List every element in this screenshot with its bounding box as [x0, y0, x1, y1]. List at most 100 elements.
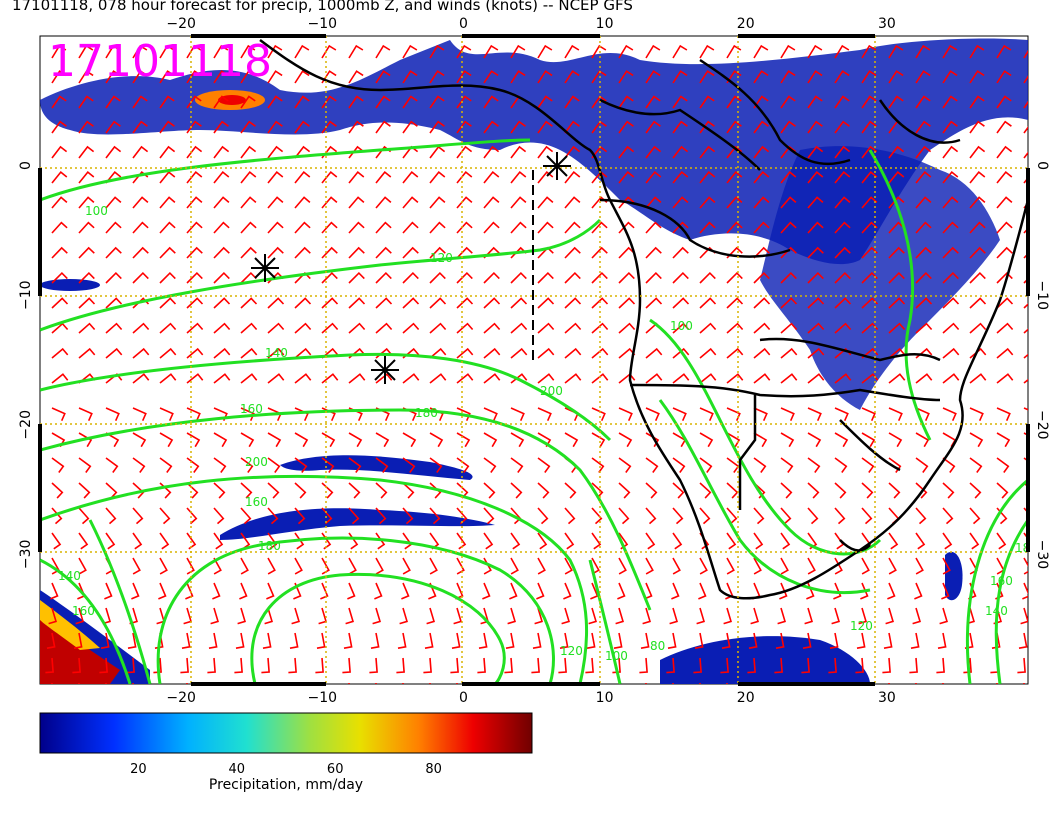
wind-barb — [942, 682, 944, 684]
wind-barb — [185, 582, 194, 600]
wind-barb — [672, 407, 687, 422]
wind-barb — [159, 297, 177, 309]
wind-barb — [105, 482, 118, 499]
wind-barb — [831, 607, 840, 625]
wind-barb — [969, 44, 985, 59]
wind-barb — [807, 246, 824, 259]
wind-barb — [342, 657, 351, 674]
wind-barb — [213, 95, 229, 109]
contour-label: 140 — [58, 569, 81, 583]
wind-barb — [969, 145, 986, 159]
wind-barb — [159, 120, 175, 134]
wind-barb — [315, 657, 324, 674]
wind-barb — [321, 246, 338, 259]
wind-barb — [645, 95, 661, 109]
wind-barb — [321, 373, 339, 384]
wind-barb — [807, 145, 824, 159]
wind-barb — [564, 507, 576, 525]
wind-barb — [591, 507, 603, 525]
wind-barb — [213, 532, 224, 550]
wind-barb — [991, 632, 1001, 649]
wind-barb — [834, 432, 849, 448]
wind-barb — [726, 532, 737, 550]
wind-barb — [424, 632, 434, 649]
wind-barb — [969, 407, 984, 422]
wind-barb — [996, 347, 1014, 359]
wind-barb — [807, 347, 825, 359]
wind-barb — [699, 196, 716, 209]
wind-barb — [240, 120, 256, 134]
contour-labels: 100 120 140 160 180 200 160 180 200 140 160 120 100 8… — [58, 204, 1028, 663]
wind-barb — [132, 120, 148, 134]
wind-barb — [213, 170, 230, 184]
wind-barb — [537, 407, 552, 422]
lon-tick-label: 20 — [737, 690, 755, 706]
wind-barb — [348, 297, 366, 309]
wind-barb — [213, 120, 229, 134]
wind-barb — [672, 297, 690, 309]
wind-barb — [564, 246, 581, 259]
wind-barb — [942, 271, 959, 284]
wind-barb — [672, 482, 685, 499]
wind-barb — [699, 271, 716, 284]
marker-2 — [371, 356, 399, 384]
wind-barb — [996, 95, 1012, 109]
wind-barb — [699, 347, 717, 359]
colorbar — [39, 712, 533, 754]
wind-barb — [78, 432, 93, 448]
wind-barb — [402, 297, 420, 309]
wind-barb — [186, 347, 204, 359]
wind-barb — [672, 145, 689, 159]
wind-barb — [504, 657, 513, 674]
wind-barb — [910, 632, 920, 649]
wind-barb — [456, 457, 470, 473]
wind-barb — [348, 44, 364, 59]
wind-barb — [915, 221, 932, 234]
wind-barb — [780, 221, 797, 234]
wind-barb — [861, 457, 875, 473]
wind-barb — [267, 95, 283, 109]
wind-barb — [267, 373, 285, 384]
contour-label: 180 — [415, 406, 438, 420]
wind-barb — [105, 407, 120, 422]
wind-barb — [78, 70, 94, 84]
wind-barb — [780, 532, 791, 550]
wind-barb — [132, 95, 148, 109]
wind-barb — [753, 196, 770, 209]
wind-barb — [267, 196, 284, 209]
wind-barb — [807, 322, 825, 334]
wind-barb — [483, 70, 499, 84]
wind-barb — [510, 432, 525, 448]
wind-barb — [456, 170, 473, 184]
wind-barb — [375, 44, 391, 59]
wind-barb — [645, 507, 657, 525]
wind-barb — [699, 170, 716, 184]
wind-barb — [699, 407, 714, 422]
wind-barb — [672, 682, 674, 684]
wind-barb — [888, 95, 904, 109]
contour-label: 160 — [990, 574, 1013, 588]
wind-barb — [429, 457, 443, 473]
colorbar-tick-label: 60 — [327, 762, 344, 777]
wind-barb — [591, 532, 602, 550]
wind-barb — [100, 632, 110, 649]
wind-barb — [132, 507, 144, 525]
lat-tick-label: −10 — [18, 280, 34, 310]
wind-barb — [942, 120, 958, 134]
wind-barb — [969, 347, 987, 359]
wind-barb — [996, 145, 1013, 159]
lon-tick-label: −10 — [308, 690, 338, 706]
wind-barb — [887, 582, 896, 600]
wind-barb — [510, 221, 527, 234]
wind-barb — [132, 145, 149, 159]
wind-barb — [51, 246, 68, 259]
wind-barb — [456, 297, 474, 309]
wind-barb — [294, 532, 305, 550]
wind-barb — [240, 347, 258, 359]
wind-barb — [181, 632, 191, 649]
wind-barb — [105, 44, 121, 59]
wind-barb — [240, 170, 257, 184]
wind-barb — [996, 170, 1013, 184]
wind-barb — [726, 557, 735, 575]
wind-barb — [672, 532, 683, 550]
